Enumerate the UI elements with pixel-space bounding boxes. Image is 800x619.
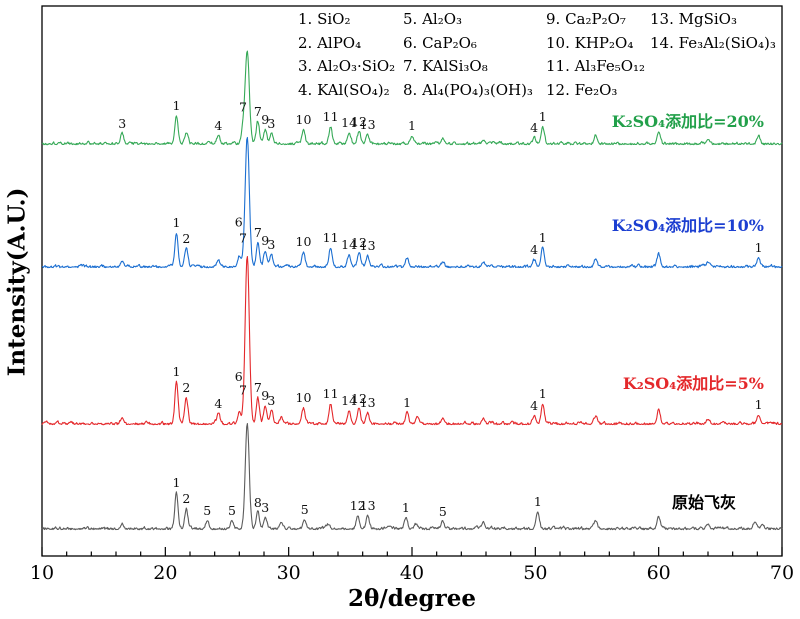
legend-column-3: 13. MgSiO₃ 14. Fe₃Al₂(SiO₄)₃: [650, 8, 776, 102]
peak-annotation: 10: [296, 390, 312, 405]
peak-annotation: 2: [182, 380, 190, 395]
peak-annotation: 7: [239, 100, 247, 115]
legend-entry: 7. KAlSi₃O₈: [403, 57, 488, 75]
legend-column-1: 5. Al₂O₃ 6. CaP₂O₆ 7. KAlSi₃O₈ 8. Al₄(PO₄)₃…: [403, 8, 546, 102]
peak-annotation: 2: [182, 491, 190, 506]
peak-annotation: 11: [323, 109, 339, 124]
peak-annotation: 3: [267, 237, 275, 252]
peak-annotation: 3: [118, 116, 126, 131]
legend-entry: 6. CaP₂O₆: [403, 33, 477, 52]
series-label-2: K₂SO₄添加比=10%: [611, 216, 764, 235]
peak-annotation: 8: [254, 495, 262, 510]
peak-annotation: 1: [755, 240, 763, 255]
legend-entry: 8. Al₄(PO₄)₃(OH)₃: [403, 80, 533, 99]
legend-entry: 13. MgSiO₃: [650, 10, 737, 28]
series-curve-3: [41, 50, 783, 146]
legend-entry: 11. Al₃Fe₅O₁₂: [546, 57, 646, 75]
peak-annotation: 1: [172, 98, 180, 113]
legend-entry: 14. Fe₃Al₂(SiO₄)₃: [650, 33, 776, 52]
peak-annotation: 1: [539, 109, 547, 124]
peak-annotation: 9: [261, 112, 269, 127]
x-tick-label: 70: [770, 562, 794, 584]
peak-annotation: 13: [360, 395, 376, 410]
peak-annotation: 4: [530, 242, 538, 257]
series-curve-0: [41, 422, 783, 531]
peak-annotation: 14: [341, 393, 357, 408]
x-tick-label: 10: [30, 562, 54, 584]
legend-entry: 2. AlPO₄: [298, 33, 362, 52]
legend-entry: 10. KHP₂O₄: [546, 33, 634, 52]
series-label-3: K₂SO₄添加比=20%: [611, 112, 764, 131]
peak-annotation: 14: [341, 237, 357, 252]
legend-column-0: 1. SiO₂ 2. AlPO₄ 3. Al₂O₃·SiO₂ 4. KAl(SO₄)₂: [298, 8, 403, 102]
peak-annotation: 1: [539, 230, 547, 245]
peak-annotation: 3: [261, 500, 269, 515]
peak-annotation: 1: [403, 395, 411, 410]
peak-annotation: 1: [402, 500, 410, 515]
x-tick-label: 30: [277, 562, 301, 584]
peak-annotation: 1: [408, 118, 416, 133]
peak-annotation: 3: [267, 393, 275, 408]
legend-entry: 4. KAl(SO₄)₂: [298, 80, 390, 99]
peak-annotation: 7: [239, 382, 247, 397]
peak-annotation: 10: [296, 234, 312, 249]
peak-annotation: 1: [172, 215, 180, 230]
peak-annotation: 5: [203, 503, 211, 518]
peak-annotation: 5: [228, 503, 236, 518]
peak-annotation: 7: [254, 225, 262, 240]
peak-annotation: 10: [296, 112, 312, 127]
series-label-0: 原始飞灰: [671, 493, 736, 512]
peak-annotation: 13: [360, 117, 376, 132]
peak-annotation: 11: [323, 386, 339, 401]
legend-entry: 12. Fe₂O₃: [546, 80, 618, 99]
peak-annotation: 12: [350, 498, 366, 513]
peak-annotation: 12: [351, 235, 367, 250]
series-label-1: K₂SO₄添加比=5%: [622, 374, 764, 393]
peak-annotation: 1: [539, 386, 547, 401]
peak-annotation: 6: [235, 215, 243, 230]
peak-annotation: 2: [182, 231, 190, 246]
series-curve-1: [41, 255, 783, 426]
peak-annotation: 1: [755, 397, 763, 412]
legend-entry: 1. SiO₂: [298, 10, 351, 28]
peak-annotation: 1: [172, 475, 180, 490]
y-axis-label: Intensity(A.U.): [3, 187, 31, 377]
peak-annotation: 13: [360, 238, 376, 253]
peak-annotation: 7: [239, 231, 247, 246]
x-tick-label: 40: [400, 562, 424, 584]
legend-column-2: 9. Ca₂P₂O₇ 10. KHP₂O₄ 11. Al₃Fe₅O₁₂ 12. Fe₂…: [546, 8, 650, 102]
x-tick-label: 50: [523, 562, 547, 584]
legend-entry: 5. Al₂O₃: [403, 10, 463, 28]
legend-entry: 9. Ca₂P₂O₇: [546, 10, 626, 28]
peak-annotation: 5: [301, 502, 309, 517]
x-tick-label: 60: [647, 562, 671, 584]
peak-annotation: 3: [267, 116, 275, 131]
peak-annotation: 13: [360, 498, 376, 513]
peak-annotation: 1: [172, 364, 180, 379]
peak-annotation: 11: [323, 230, 339, 245]
x-tick-label: 20: [153, 562, 177, 584]
peak-annotation: 14: [341, 115, 357, 130]
peak-annotation: 4: [530, 120, 538, 135]
x-axis-label: 2θ/degree: [348, 585, 476, 612]
legend: 1. SiO₂ 2. AlPO₄ 3. Al₂O₃·SiO₂ 4. KAl(SO₄)₂…: [298, 8, 776, 102]
peak-annotation: 7: [254, 104, 262, 119]
peak-annotation: 4: [214, 396, 222, 411]
peak-annotation: 6: [235, 369, 243, 384]
series-curve-2: [41, 136, 783, 269]
peak-annotation: 4: [530, 398, 538, 413]
peak-annotation: 7: [254, 380, 262, 395]
peak-annotation: 12: [351, 391, 367, 406]
peak-annotation: 4: [214, 118, 222, 133]
peak-annotation: 9: [261, 233, 269, 248]
peak-annotation: 5: [439, 504, 447, 519]
legend-entry: 3. Al₂O₃·SiO₂: [298, 57, 396, 75]
peak-annotation: 1: [534, 494, 542, 509]
peak-annotation: 9: [261, 388, 269, 403]
peak-annotation: 12: [351, 114, 367, 129]
